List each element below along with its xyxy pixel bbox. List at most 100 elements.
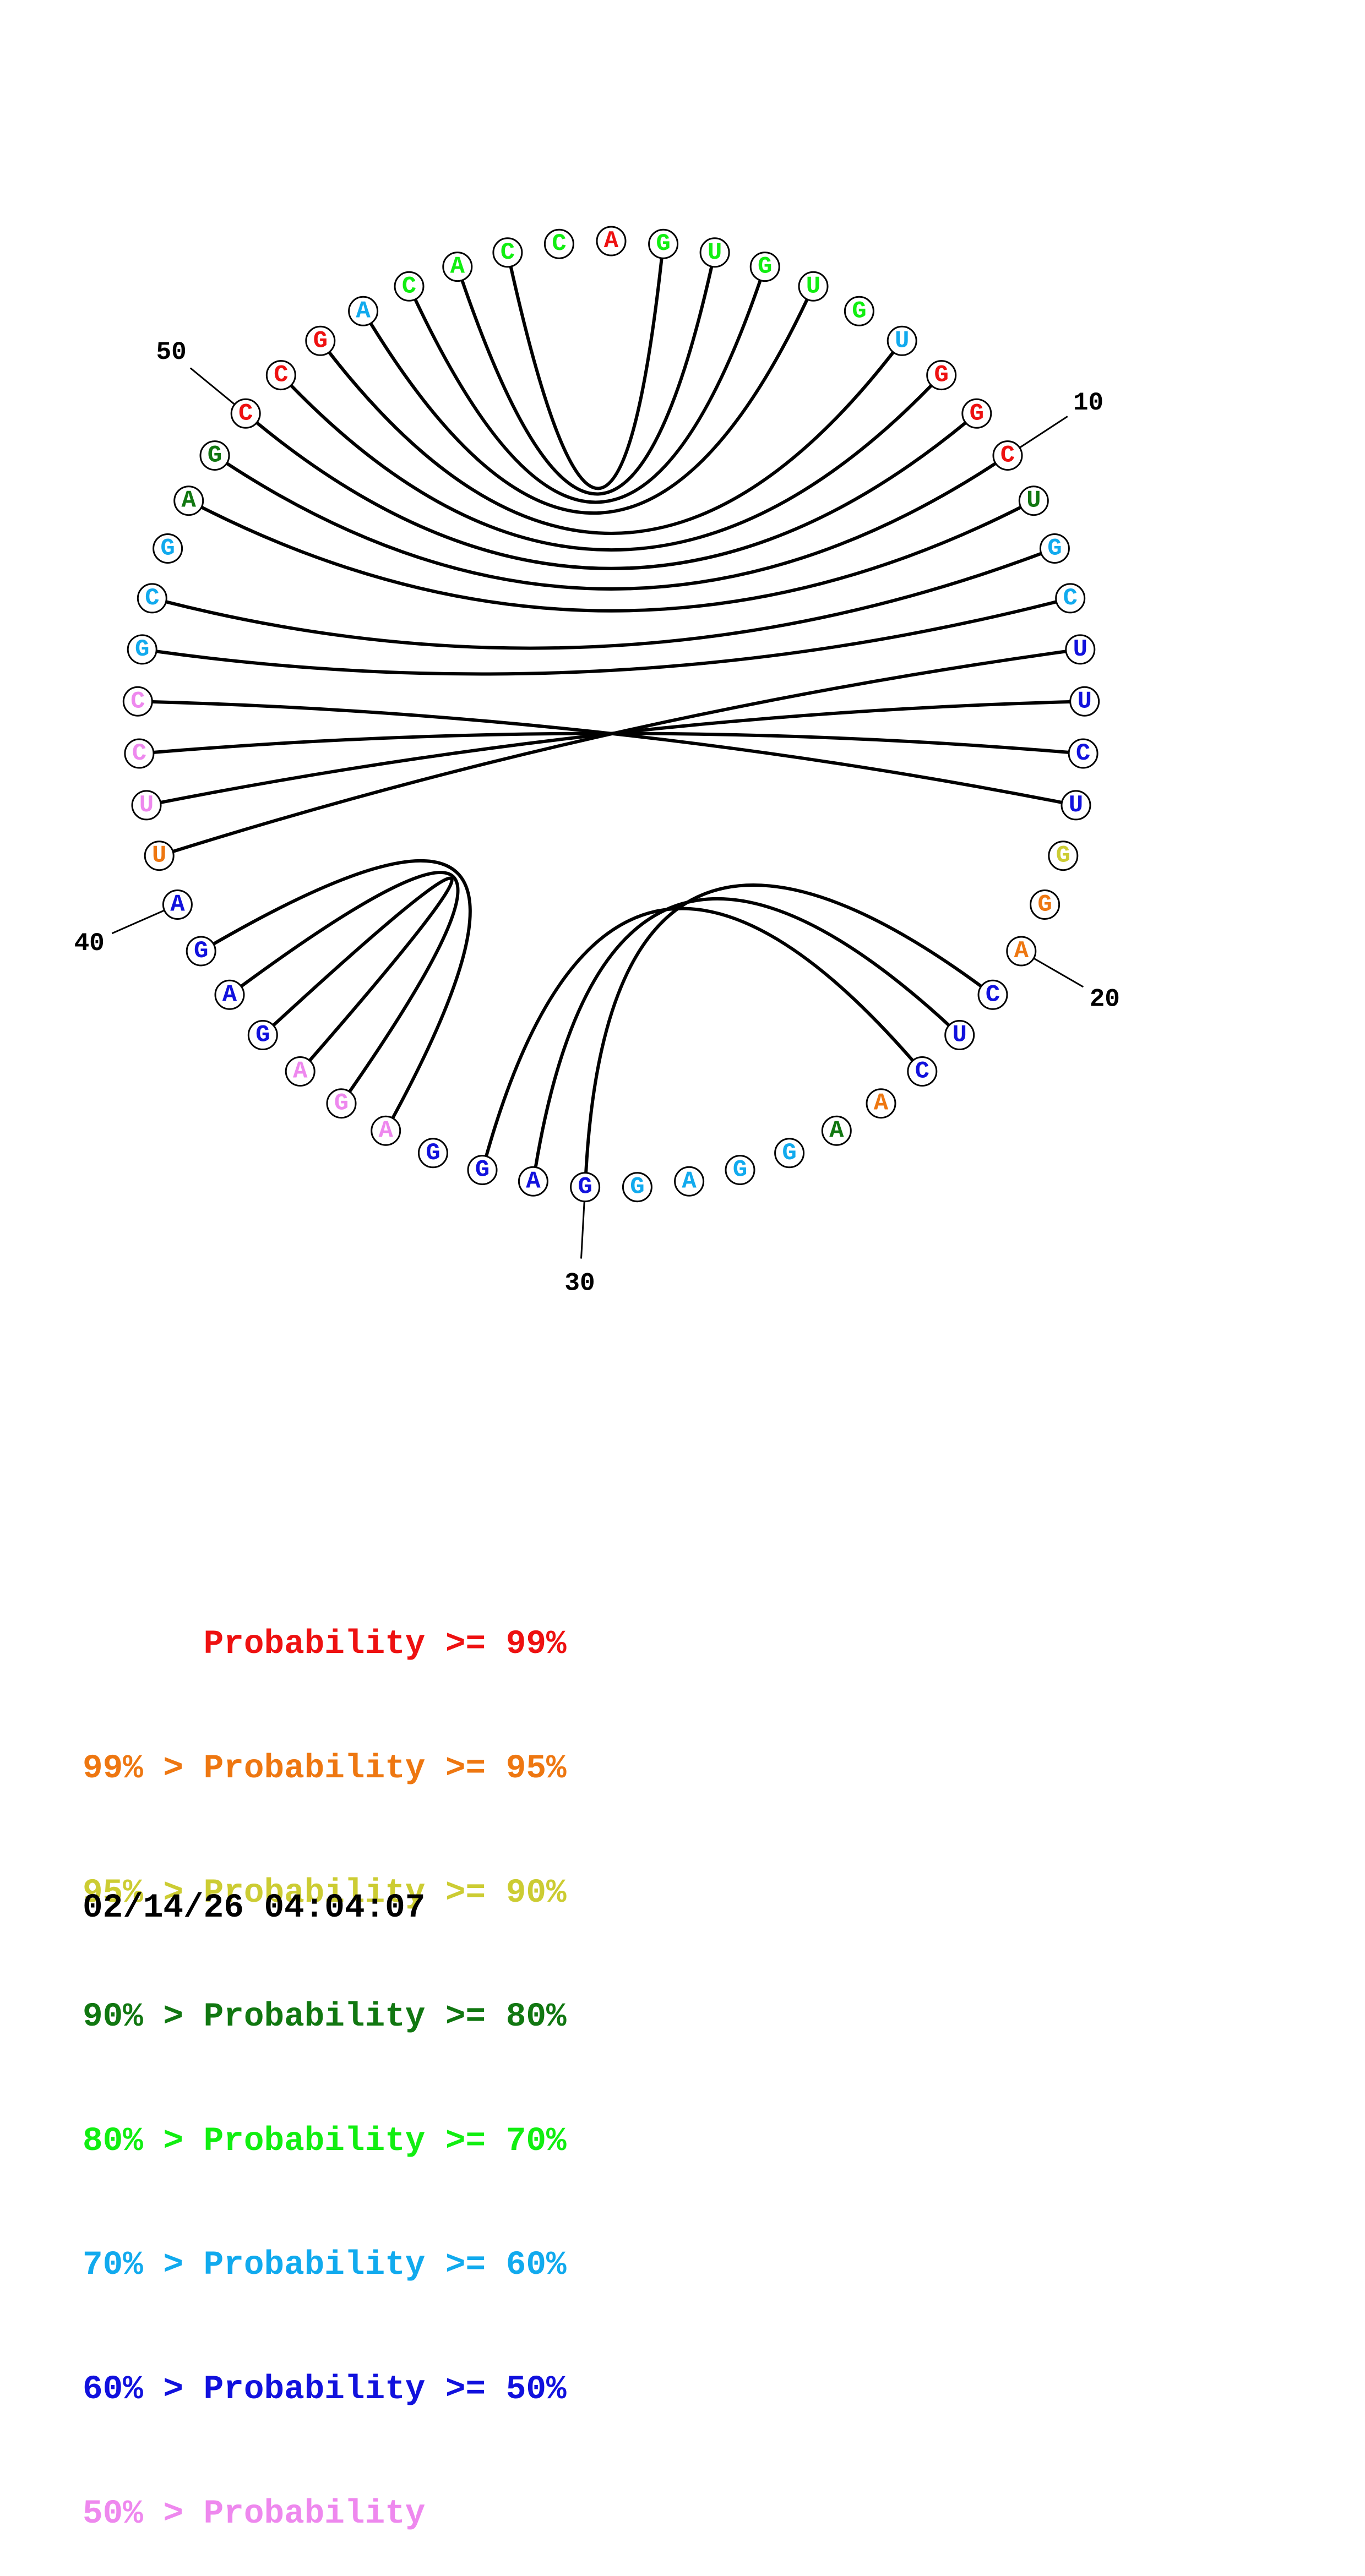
legend-row: 60% > Probability >= 50%	[83, 2369, 567, 2410]
nucleotide-27: G	[725, 1155, 755, 1186]
pair-arc-23-32	[485, 907, 914, 1157]
nucleotide-30: G	[570, 1172, 601, 1203]
nucleotide-circle	[492, 237, 523, 268]
nucleotide-letter: C	[552, 230, 566, 258]
legend-prefix: 60% >	[83, 2370, 184, 2409]
legend-suffix: >= 60%	[445, 2246, 567, 2285]
pair-arc-15-42	[160, 700, 1070, 804]
probability-legend: Probability >= 99% 99% > Probability >= …	[83, 1541, 567, 2576]
tick-line-40	[111, 909, 165, 935]
nucleotide-circle	[596, 226, 627, 256]
nucleotide-circle	[1030, 889, 1061, 920]
nucleotide-circle	[122, 686, 153, 717]
nucleotide-circle	[674, 1166, 705, 1197]
nucleotide-33: G	[417, 1138, 448, 1169]
nucleotide-10: C	[992, 440, 1023, 471]
nucleotide-letter: U	[708, 239, 722, 266]
nucleotide-letter: C	[501, 239, 515, 266]
nucleotide-letter: A	[222, 981, 237, 1008]
nucleotide-letter: G	[1056, 842, 1070, 870]
nucleotide-letter: G	[630, 1174, 644, 1201]
nucleotide-circle	[1068, 738, 1098, 769]
nucleotide-49: G	[199, 440, 230, 471]
nucleotide-35: G	[326, 1088, 357, 1119]
nucleotide-letter: G	[208, 442, 222, 470]
nucleotide-letter: G	[194, 937, 208, 965]
nucleotide-letter: A	[1014, 937, 1029, 965]
nucleotide-letter: A	[604, 227, 619, 255]
nucleotide-circle	[247, 1020, 278, 1050]
nucleotide-letter: C	[915, 1058, 929, 1085]
legend-prefix: 95% >	[83, 1874, 184, 1912]
legend-row: 90% > Probability >= 80%	[83, 1996, 567, 2038]
nucleotide-circle	[1065, 634, 1096, 665]
nucleotide-circle	[725, 1155, 755, 1186]
nucleotide-circle	[844, 296, 874, 326]
legend-label: Probability	[203, 2370, 426, 2409]
tick-line-10	[1019, 416, 1068, 449]
nucleotide-letter: G	[255, 1022, 270, 1049]
nucleotide-1: A	[596, 226, 627, 256]
nucleotide-circle	[326, 1088, 357, 1119]
nucleotide-letter: G	[656, 230, 670, 258]
nucleotide-letter: U	[1073, 636, 1087, 663]
pair-arc-36-37	[272, 876, 454, 1062]
nucleotide-34: A	[371, 1115, 401, 1146]
legend-prefix: 80% >	[83, 2122, 184, 2160]
nucleotide-45: G	[127, 634, 157, 665]
nucleotide-letter: U	[806, 272, 820, 300]
pair-arc-11-48	[200, 505, 1022, 613]
legend-row: Probability >= 99%	[83, 1624, 567, 1665]
nucleotide-circle	[305, 325, 336, 356]
nucleotide-54: C	[394, 271, 425, 302]
pair-arc-12-46	[165, 552, 1042, 650]
nucleotide-18: G	[1048, 841, 1079, 871]
nucleotide-letter: A	[378, 1117, 393, 1144]
nucleotide-circle	[543, 228, 574, 259]
legend-label: Probability	[203, 2495, 426, 2533]
nucleotide-52: G	[305, 325, 336, 356]
nucleotide-letter: G	[733, 1156, 747, 1184]
nucleotide-56: C	[492, 237, 523, 268]
legend-label: Probability	[203, 2246, 426, 2285]
nucleotide-circle	[186, 936, 216, 967]
nucleotide-letter: A	[170, 891, 185, 919]
pair-arc-5-53	[369, 298, 809, 515]
nucleotide-letter: U	[1069, 792, 1083, 819]
nucleotide-circle	[1018, 485, 1049, 516]
nucleotide-28: A	[674, 1166, 705, 1197]
nucleotide-letter: G	[475, 1156, 490, 1184]
pair-arc-8-51	[290, 384, 933, 552]
nucleotide-letter: C	[1000, 442, 1015, 470]
nucleotide-19: G	[1030, 889, 1061, 920]
nucleotide-25: A	[821, 1115, 852, 1146]
pair-arc-34-39	[213, 859, 472, 1119]
nucleotide-letter: U	[1026, 487, 1041, 515]
nucleotide-letter: G	[160, 535, 175, 563]
nucleotide-letter: C	[986, 981, 1000, 1008]
nucleotide-11: U	[1018, 485, 1049, 516]
nucleotide-letter: G	[426, 1139, 440, 1167]
nucleotide-6: G	[844, 296, 874, 326]
nucleotide-5: U	[798, 271, 829, 302]
nucleotide-57: C	[543, 228, 574, 259]
nucleotide-circle	[1006, 936, 1037, 967]
nucleotide-letter: C	[238, 400, 253, 427]
legend-prefix: 90% >	[83, 1998, 184, 2037]
nucleotide-letter: G	[1037, 891, 1052, 919]
nucleotide-circle	[131, 790, 162, 821]
nucleotide-letter: C	[274, 362, 288, 389]
nucleotide-50: C	[230, 398, 261, 429]
pair-arc-10-49	[226, 462, 997, 591]
nucleotide-letter: U	[139, 792, 154, 819]
pair-arc-13-45	[156, 600, 1057, 676]
legend-suffix: >= 80%	[445, 1998, 567, 2037]
legend-prefix: 70% >	[83, 2246, 184, 2285]
nucleotide-circle	[162, 889, 193, 920]
position-label-50: 50	[156, 338, 186, 367]
nucleotide-letter: A	[450, 253, 465, 281]
nucleotide-letter: A	[526, 1167, 541, 1195]
nucleotide-24: A	[866, 1088, 896, 1119]
nucleotide-letter: G	[782, 1139, 796, 1167]
nucleotide-circle	[926, 360, 957, 391]
